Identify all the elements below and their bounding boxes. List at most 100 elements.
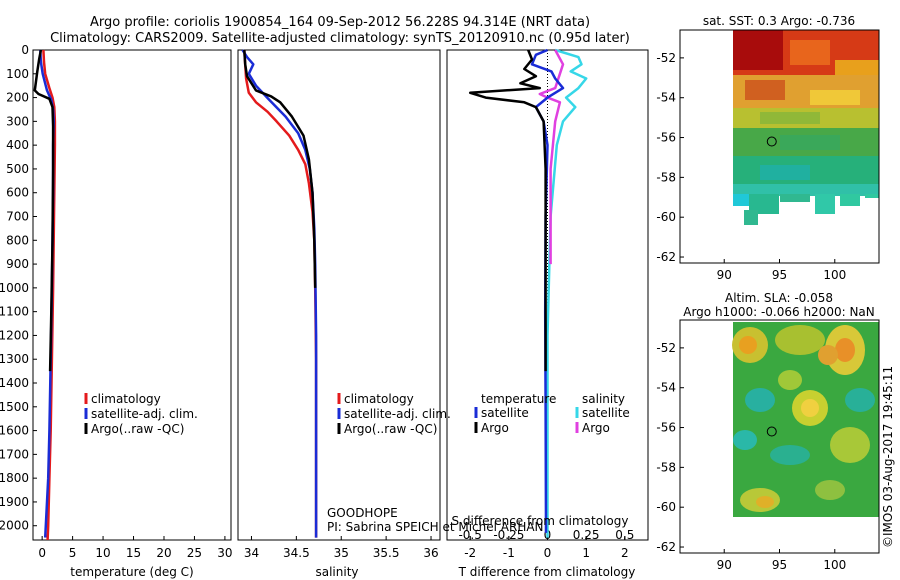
y-tick-label: 1800	[0, 471, 29, 485]
y-tick-label: 700	[6, 210, 29, 224]
map-x-tick-label: 100	[823, 268, 846, 282]
map-y-tick-label: -60	[656, 210, 676, 224]
map-y-tick-label: -54	[656, 91, 676, 105]
y-tick-label: 900	[6, 257, 29, 271]
legend-temperature-title: temperature	[481, 392, 556, 406]
sst-field	[733, 30, 879, 225]
legend-climatology: climatology	[344, 392, 414, 406]
y-tick-label: 300	[6, 114, 29, 128]
sla-map-panel: Altim. SLA: -0.058 Argo h1000: -0.066 h2…	[656, 291, 880, 572]
sla-map-title-line2: Argo h1000: -0.066 h2000: NaN	[683, 305, 875, 319]
sst-map-panel: sat. SST: 0.3 Argo: -0.736 90	[656, 14, 880, 282]
difference-legend: temperature salinity satellite Argo sate…	[474, 392, 630, 435]
series-line-salinity-satellite	[546, 48, 588, 538]
top-tick-label: -0.25	[493, 528, 524, 542]
y-tick-label: 1300	[0, 352, 29, 366]
y-tick-label: 2000	[0, 519, 29, 533]
top-tick-label: 0.25	[573, 528, 600, 542]
x-tick-label: 15	[126, 546, 141, 560]
y-tick-label: 1100	[0, 305, 29, 319]
legend-satellite: satellite-adj. clim.	[91, 407, 198, 421]
top-tick-label: -0.5	[458, 528, 481, 542]
salinity-axes-frame	[237, 49, 441, 541]
y-tick-label: 1200	[0, 328, 29, 342]
legend-sal-satellite: satellite	[582, 406, 630, 420]
y-tick-label: 1900	[0, 495, 29, 509]
legend-temp-satellite: satellite	[481, 406, 529, 420]
y-tick-label: 400	[6, 138, 29, 152]
s-difference-label: S difference from climatology	[452, 514, 629, 528]
map-y-tick-label: -58	[656, 460, 676, 474]
sst-argo-marker	[766, 136, 777, 147]
x-tick-label: 25	[187, 546, 202, 560]
x-tick-label: 35	[334, 546, 349, 560]
x-tick-label: 30	[217, 546, 232, 560]
map-y-tick-label: -62	[656, 250, 676, 264]
legend-temp-argo: Argo	[481, 421, 509, 435]
map-x-tick-label: 90	[717, 268, 732, 282]
x-tick-label: 35.5	[373, 546, 400, 560]
legend-argo: Argo(..raw -QC)	[344, 422, 437, 436]
x-tick-label: 2	[621, 546, 629, 560]
y-tick-label: 0	[21, 43, 29, 57]
y-tick-label: 200	[6, 91, 29, 105]
y-tick-label: 1500	[0, 400, 29, 414]
series-line-argo-raw-qc-	[33, 49, 55, 372]
temperature-panel: 0100200300400500600700800900100011001200…	[0, 43, 233, 579]
temperature-axes-frame	[32, 49, 232, 541]
map-y-tick-label: -58	[656, 170, 676, 184]
sla-argo-marker	[766, 426, 777, 437]
goodhope-label: GOODHOPE	[327, 506, 398, 520]
series-line-climatology	[243, 49, 318, 538]
x-tick-label: 10	[95, 546, 110, 560]
imos-timestamp: ©IMOS 03-Aug-2017 19:45:11	[881, 366, 895, 548]
legend-salinity-title: salinity	[582, 392, 625, 406]
figure-title-line1: Argo profile: coriolis 1900854_164 09-Se…	[90, 15, 590, 30]
y-tick-label: 1600	[0, 424, 29, 438]
sst-map-title: sat. SST: 0.3 Argo: -0.736	[703, 14, 855, 28]
salinity-xlabel: salinity	[315, 565, 358, 579]
temperature-legend: climatology satellite-adj. clim. Argo(..…	[84, 392, 198, 436]
figure-title-line2: Climatology: CARS2009. Satellite-adjuste…	[50, 31, 630, 46]
x-tick-label: -1	[503, 546, 515, 560]
x-tick-label: 34.5	[283, 546, 310, 560]
x-tick-label: 0	[38, 546, 46, 560]
legend-satellite: satellite-adj. clim.	[344, 407, 451, 421]
difference-xlabel: T difference from climatology	[458, 565, 636, 579]
series-line-salinity-argo	[538, 49, 565, 265]
series-line-temperature-argo	[468, 49, 547, 372]
map-y-tick-label: -52	[656, 341, 676, 355]
top-tick-label: 0.5	[615, 528, 634, 542]
y-tick-label: 1400	[0, 376, 29, 390]
legend-climatology: climatology	[91, 392, 161, 406]
y-tick-label: 1000	[0, 281, 29, 295]
map-x-tick-label: 100	[823, 558, 846, 572]
x-tick-label: 0	[544, 546, 552, 560]
y-tick-label: 500	[6, 162, 29, 176]
x-tick-label: -2	[464, 546, 476, 560]
y-tick-label: 1700	[0, 447, 29, 461]
sla-field	[732, 322, 879, 517]
map-x-tick-label: 95	[772, 558, 787, 572]
map-y-tick-label: -56	[656, 131, 676, 145]
map-y-tick-label: -54	[656, 381, 676, 395]
temperature-xlabel: temperature (deg C)	[70, 565, 193, 579]
map-y-tick-label: -56	[656, 421, 676, 435]
legend-argo: Argo(..raw -QC)	[91, 422, 184, 436]
y-tick-label: 600	[6, 186, 29, 200]
series-line-argo-raw-qc-	[243, 49, 317, 288]
pi-label: PI: Sabrina SPEICH et Michel ARHAN	[327, 520, 544, 534]
x-tick-label: 5	[69, 546, 77, 560]
salinity-panel: 34 34.5 35 35.5 36 salinity climatology sate…	[237, 49, 544, 579]
y-tick-label: 100	[6, 67, 29, 81]
sla-map-title-line1: Altim. SLA: -0.058	[725, 291, 833, 305]
legend-sal-argo: Argo	[582, 421, 610, 435]
map-x-tick-label: 95	[772, 268, 787, 282]
map-x-tick-label: 90	[717, 558, 732, 572]
x-tick-label: 20	[156, 546, 171, 560]
map-y-tick-label: -62	[656, 540, 676, 554]
map-y-tick-label: -52	[656, 51, 676, 65]
salinity-legend: climatology satellite-adj. clim. Argo(..…	[337, 392, 451, 436]
series-line-satellite-adj-clim-	[241, 49, 318, 538]
